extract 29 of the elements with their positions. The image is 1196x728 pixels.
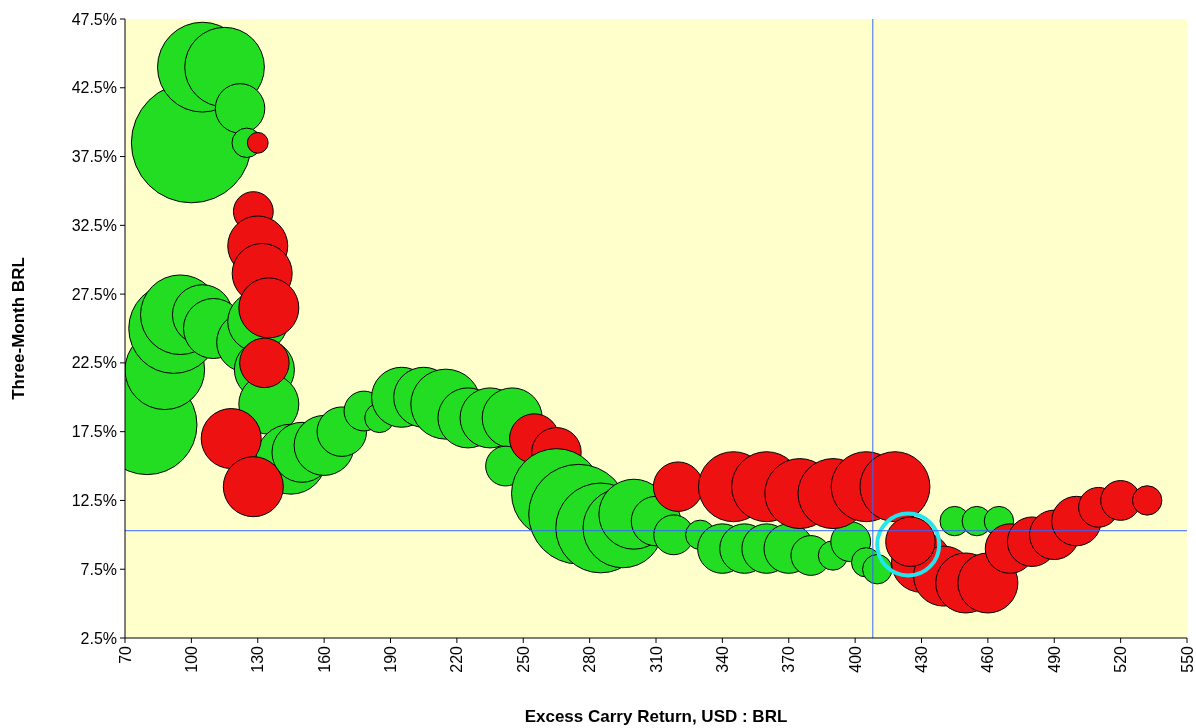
y-tick-label: 7.5% bbox=[80, 560, 117, 578]
x-tick-label: 340 bbox=[713, 645, 731, 673]
x-tick-label: 100 bbox=[182, 645, 200, 673]
y-tick-label: 22.5% bbox=[71, 354, 117, 372]
y-tick-label: 17.5% bbox=[71, 423, 117, 441]
y-tick-label: 42.5% bbox=[71, 79, 117, 97]
x-tick-label: 490 bbox=[1045, 645, 1063, 673]
x-tick-label: 250 bbox=[514, 645, 532, 673]
x-tick-label: 130 bbox=[249, 645, 267, 673]
x-tick-label: 400 bbox=[846, 645, 864, 673]
x-tick-label: 220 bbox=[448, 645, 466, 673]
x-tick-label: 280 bbox=[581, 645, 599, 673]
y-tick-label: 47.5% bbox=[71, 10, 117, 28]
x-tick-label: 190 bbox=[382, 645, 400, 673]
y-tick-label: 12.5% bbox=[71, 492, 117, 510]
y-tick-label: 27.5% bbox=[71, 285, 117, 303]
x-tick-label: 550 bbox=[1178, 645, 1196, 673]
x-tick-label: 160 bbox=[315, 645, 333, 673]
x-tick-label: 430 bbox=[913, 645, 931, 673]
x-tick-label: 460 bbox=[979, 645, 997, 673]
x-tick-label: 520 bbox=[1112, 645, 1130, 673]
y-axis-title: Three-Month BRL bbox=[9, 257, 28, 400]
x-tick-label: 70 bbox=[116, 645, 134, 664]
y-tick-label: 37.5% bbox=[71, 148, 117, 166]
x-axis-title: Excess Carry Return, USD : BRL bbox=[524, 707, 788, 726]
x-tick-label: 310 bbox=[647, 645, 665, 673]
x-tick-label: 370 bbox=[780, 645, 798, 673]
y-tick-label: 2.5% bbox=[80, 629, 117, 647]
y-tick-label: 32.5% bbox=[71, 216, 117, 234]
